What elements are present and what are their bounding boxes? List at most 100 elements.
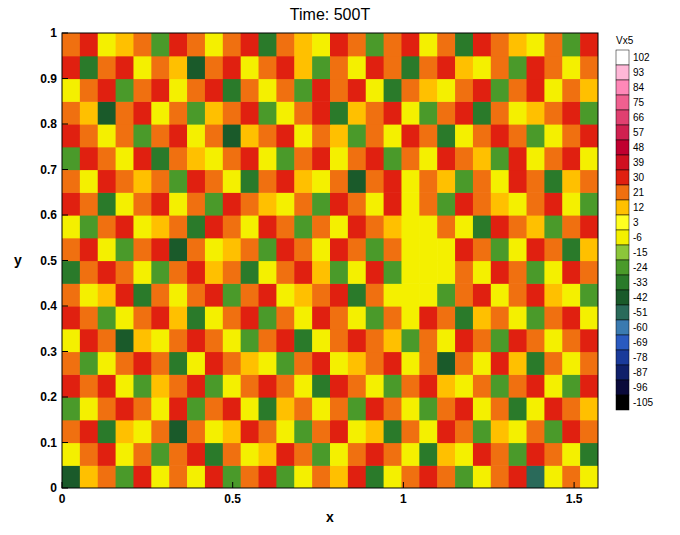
cell	[330, 329, 348, 352]
cell	[580, 283, 598, 306]
cell	[312, 170, 330, 193]
cell	[276, 192, 294, 215]
cell	[527, 352, 545, 375]
cell	[527, 170, 545, 193]
cell	[330, 238, 348, 261]
cell	[98, 306, 116, 329]
colorbar-label: -15	[633, 247, 648, 258]
cell	[151, 192, 169, 215]
cell	[580, 33, 598, 56]
cell	[62, 397, 80, 420]
cell	[401, 306, 419, 329]
cell	[544, 238, 562, 261]
cell	[151, 420, 169, 443]
y-axis-title: y	[14, 252, 22, 268]
cell	[312, 215, 330, 238]
cell	[259, 215, 277, 238]
cell	[509, 170, 527, 193]
cell	[169, 33, 187, 56]
cell	[544, 33, 562, 56]
colorbar-label: 66	[633, 112, 645, 123]
cell	[562, 352, 580, 375]
cell	[544, 306, 562, 329]
cell	[509, 352, 527, 375]
cell	[312, 329, 330, 352]
cell	[223, 306, 241, 329]
cell	[330, 170, 348, 193]
cell	[205, 329, 223, 352]
colorbar-swatch	[616, 335, 629, 350]
cell	[348, 329, 366, 352]
cell	[312, 465, 330, 488]
cell	[276, 101, 294, 124]
cell	[241, 170, 259, 193]
cell	[455, 147, 473, 170]
cell	[527, 101, 545, 124]
y-tick	[62, 306, 68, 307]
cell	[491, 79, 509, 102]
cell	[437, 147, 455, 170]
cell	[419, 443, 437, 466]
colorbar-label: -42	[633, 292, 648, 303]
cell	[80, 101, 98, 124]
cell	[276, 124, 294, 147]
cell	[80, 443, 98, 466]
cell	[133, 352, 151, 375]
cell	[241, 33, 259, 56]
cell	[384, 238, 402, 261]
cell	[187, 147, 205, 170]
cell	[259, 465, 277, 488]
cell	[455, 352, 473, 375]
cell	[473, 192, 491, 215]
cell	[384, 33, 402, 56]
colorbar-label: -60	[633, 322, 648, 333]
cell	[187, 192, 205, 215]
cell	[80, 170, 98, 193]
cell	[223, 374, 241, 397]
cell	[330, 147, 348, 170]
cell	[330, 261, 348, 284]
cell	[62, 329, 80, 352]
cell	[241, 56, 259, 79]
cell	[80, 283, 98, 306]
cell	[98, 56, 116, 79]
cell	[491, 352, 509, 375]
cell	[62, 261, 80, 284]
cell	[151, 124, 169, 147]
cell	[259, 192, 277, 215]
cell	[312, 420, 330, 443]
cell	[366, 374, 384, 397]
cell	[473, 420, 491, 443]
cell	[580, 238, 598, 261]
cell	[151, 238, 169, 261]
cell	[366, 101, 384, 124]
cell	[473, 306, 491, 329]
cell	[187, 170, 205, 193]
cell	[62, 147, 80, 170]
cell	[580, 147, 598, 170]
cell	[205, 261, 223, 284]
cell	[259, 352, 277, 375]
cell	[455, 79, 473, 102]
cell	[294, 352, 312, 375]
colorbar-label: 57	[633, 127, 645, 138]
cell	[473, 215, 491, 238]
y-tick	[62, 215, 68, 216]
cell	[98, 352, 116, 375]
colorbar-label: 93	[633, 67, 645, 78]
colorbar-swatch	[616, 275, 629, 290]
cell	[419, 397, 437, 420]
cell	[133, 238, 151, 261]
cell	[62, 352, 80, 375]
cell	[205, 374, 223, 397]
cell	[473, 79, 491, 102]
cell	[294, 147, 312, 170]
cell	[223, 443, 241, 466]
cell	[187, 79, 205, 102]
cell	[544, 443, 562, 466]
cell	[276, 79, 294, 102]
cell	[455, 306, 473, 329]
cell	[491, 374, 509, 397]
x-tick	[574, 482, 575, 488]
cell	[473, 443, 491, 466]
